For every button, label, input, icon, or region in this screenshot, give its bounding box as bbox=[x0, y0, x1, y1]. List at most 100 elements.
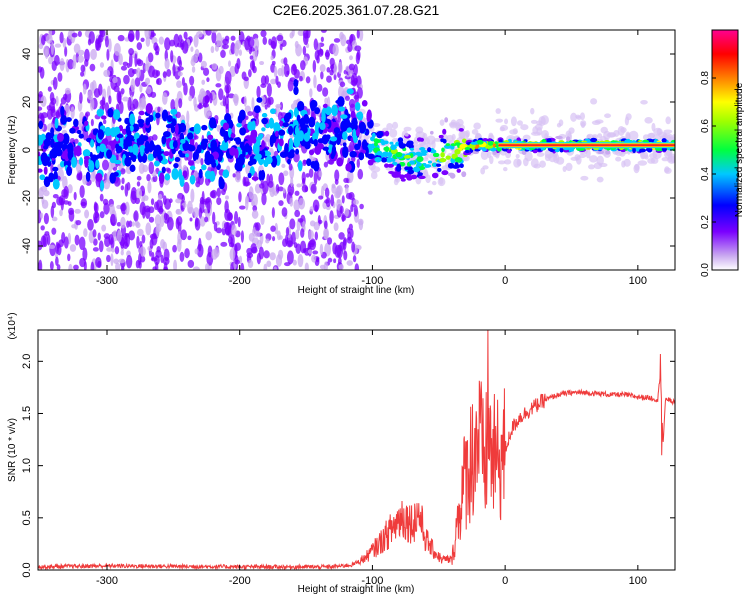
heatmap-noise-cell bbox=[222, 38, 229, 45]
heatmap-ridge-cell bbox=[193, 123, 201, 135]
heatmap-noise-cell bbox=[297, 30, 305, 37]
heatmap-ridge-cell bbox=[218, 177, 225, 190]
heatmap-noise-cell bbox=[333, 62, 337, 76]
heatmap-noise-cell bbox=[183, 181, 190, 194]
heatmap-ridge-cell bbox=[371, 132, 376, 138]
heatmap-noise-cell bbox=[139, 246, 146, 257]
heatmap-noise-cell bbox=[271, 60, 276, 66]
spectrogram-x-ticks: -300 -200 -100 0 100 bbox=[96, 30, 647, 287]
heatmap-noise-cell bbox=[287, 184, 295, 196]
heatmap-ridge-cell bbox=[222, 169, 230, 178]
heatmap-noise-cell bbox=[97, 232, 101, 241]
heatmap-halo-cell bbox=[489, 155, 494, 165]
heatmap-noise-cell bbox=[148, 161, 155, 175]
heatmap-noise-cell bbox=[320, 36, 324, 42]
heatmap-ridge-cell bbox=[110, 127, 117, 138]
heatmap-ridge-cell bbox=[123, 139, 129, 150]
heatmap-noise-cell bbox=[163, 266, 169, 270]
heatmap-noise-cell bbox=[85, 111, 91, 117]
heatmap-noise-cell bbox=[103, 69, 111, 78]
heatmap-noise-cell bbox=[58, 195, 66, 206]
heatmap-noise-cell bbox=[231, 224, 237, 237]
heatmap-noise-cell bbox=[243, 95, 247, 107]
heatmap-ridge-cell bbox=[427, 147, 432, 153]
heatmap-noise-cell bbox=[50, 42, 55, 56]
heatmap-noise-cell bbox=[84, 209, 90, 219]
heatmap-halo-cell bbox=[570, 112, 578, 122]
heatmap-ridge-cell bbox=[387, 151, 393, 158]
heatmap-noise-cell bbox=[215, 227, 223, 234]
heatmap-noise-cell bbox=[130, 78, 136, 93]
heatmap-noise-cell bbox=[308, 239, 316, 246]
heatmap-ridge-cell bbox=[78, 133, 84, 139]
heatmap-halo-cell bbox=[502, 167, 508, 172]
heatmap-halo-cell bbox=[562, 166, 567, 173]
heatmap-halo-cell bbox=[536, 120, 543, 126]
heatmap-halo-cell bbox=[640, 151, 649, 159]
heatmap-noise-cell bbox=[346, 260, 353, 266]
heatmap-ridge-cell bbox=[184, 153, 190, 158]
heatmap-ridge-cell bbox=[313, 160, 320, 172]
heatmap-ridge-cell bbox=[361, 100, 368, 107]
heatmap-noise-cell bbox=[270, 36, 278, 50]
heatmap-noise-cell bbox=[335, 186, 342, 199]
heatmap-ridge-cell bbox=[222, 122, 230, 131]
heatmap-ridge-cell bbox=[129, 113, 136, 126]
heatmap-noise-cell bbox=[106, 48, 110, 61]
heatmap-noise-cell bbox=[248, 232, 255, 242]
heatmap-noise-cell bbox=[101, 96, 106, 110]
heatmap-ridge-cell bbox=[265, 123, 270, 129]
heatmap-noise-cell bbox=[90, 261, 95, 270]
heatmap-ridge-cell bbox=[71, 156, 77, 168]
heatmap-noise-cell bbox=[41, 35, 46, 46]
heatmap-ridge-cell bbox=[106, 149, 113, 159]
heatmap-ridge-cell bbox=[278, 138, 284, 147]
heatmap-noise-cell bbox=[40, 185, 48, 192]
heatmap-noise-cell bbox=[255, 112, 259, 119]
heatmap-noise-cell bbox=[127, 97, 132, 112]
spectrogram-x-label: Height of straight line (km) bbox=[298, 285, 415, 296]
heatmap-ridge-cell bbox=[99, 125, 106, 131]
heatmap-noise-cell bbox=[348, 63, 355, 71]
heatmap-ridge-cell bbox=[52, 178, 60, 190]
heatmap-noise-cell bbox=[108, 95, 112, 105]
heatmap-noise-cell bbox=[297, 218, 304, 223]
heatmap-noise-cell bbox=[123, 74, 130, 85]
heatmap-ridge-cell bbox=[140, 146, 144, 157]
heatmap-ridge-cell bbox=[251, 176, 259, 181]
heatmap-ridge-cell bbox=[160, 158, 168, 165]
heatmap-noise-cell bbox=[189, 85, 196, 99]
heatmap-halo-cell bbox=[392, 121, 399, 130]
heatmap-noise-cell bbox=[271, 207, 275, 219]
heatmap-ridge-cell bbox=[384, 146, 390, 152]
heatmap-halo-cell bbox=[600, 126, 608, 134]
heatmap-ridge-cell bbox=[387, 163, 394, 168]
heatmap-noise-cell bbox=[281, 163, 286, 169]
heatmap-noise-cell bbox=[197, 104, 204, 109]
heatmap-noise-cell bbox=[55, 256, 59, 267]
heatmap-noise-cell bbox=[153, 42, 159, 51]
heatmap-halo-cell bbox=[589, 155, 598, 163]
heatmap-halo-cell bbox=[664, 167, 672, 174]
heatmap-halo-cell bbox=[665, 149, 673, 157]
heatmap-noise-cell bbox=[206, 77, 210, 83]
snr-series-line bbox=[38, 330, 675, 570]
heatmap-noise-cell bbox=[248, 47, 256, 52]
heatmap-halo-cell bbox=[438, 177, 444, 185]
heatmap-noise-cell bbox=[163, 248, 170, 262]
heatmap-noise-cell bbox=[63, 236, 69, 249]
heatmap-noise-cell bbox=[135, 30, 140, 41]
heatmap-noise-cell bbox=[121, 177, 125, 185]
heatmap-ridge-cell bbox=[148, 143, 154, 153]
heatmap-ridge-cell bbox=[432, 172, 439, 179]
heatmap-noise-cell bbox=[330, 194, 335, 207]
heatmap-noise-cell bbox=[200, 60, 207, 68]
heatmap-noise-cell bbox=[275, 75, 279, 86]
heatmap-noise-cell bbox=[216, 32, 222, 47]
heatmap-ridge-cell bbox=[438, 134, 444, 139]
heatmap-noise-cell bbox=[166, 68, 172, 77]
heatmap-halo-cell bbox=[634, 163, 640, 171]
heatmap-noise-cell bbox=[273, 266, 278, 270]
heatmap-ridge-cell bbox=[161, 166, 166, 174]
